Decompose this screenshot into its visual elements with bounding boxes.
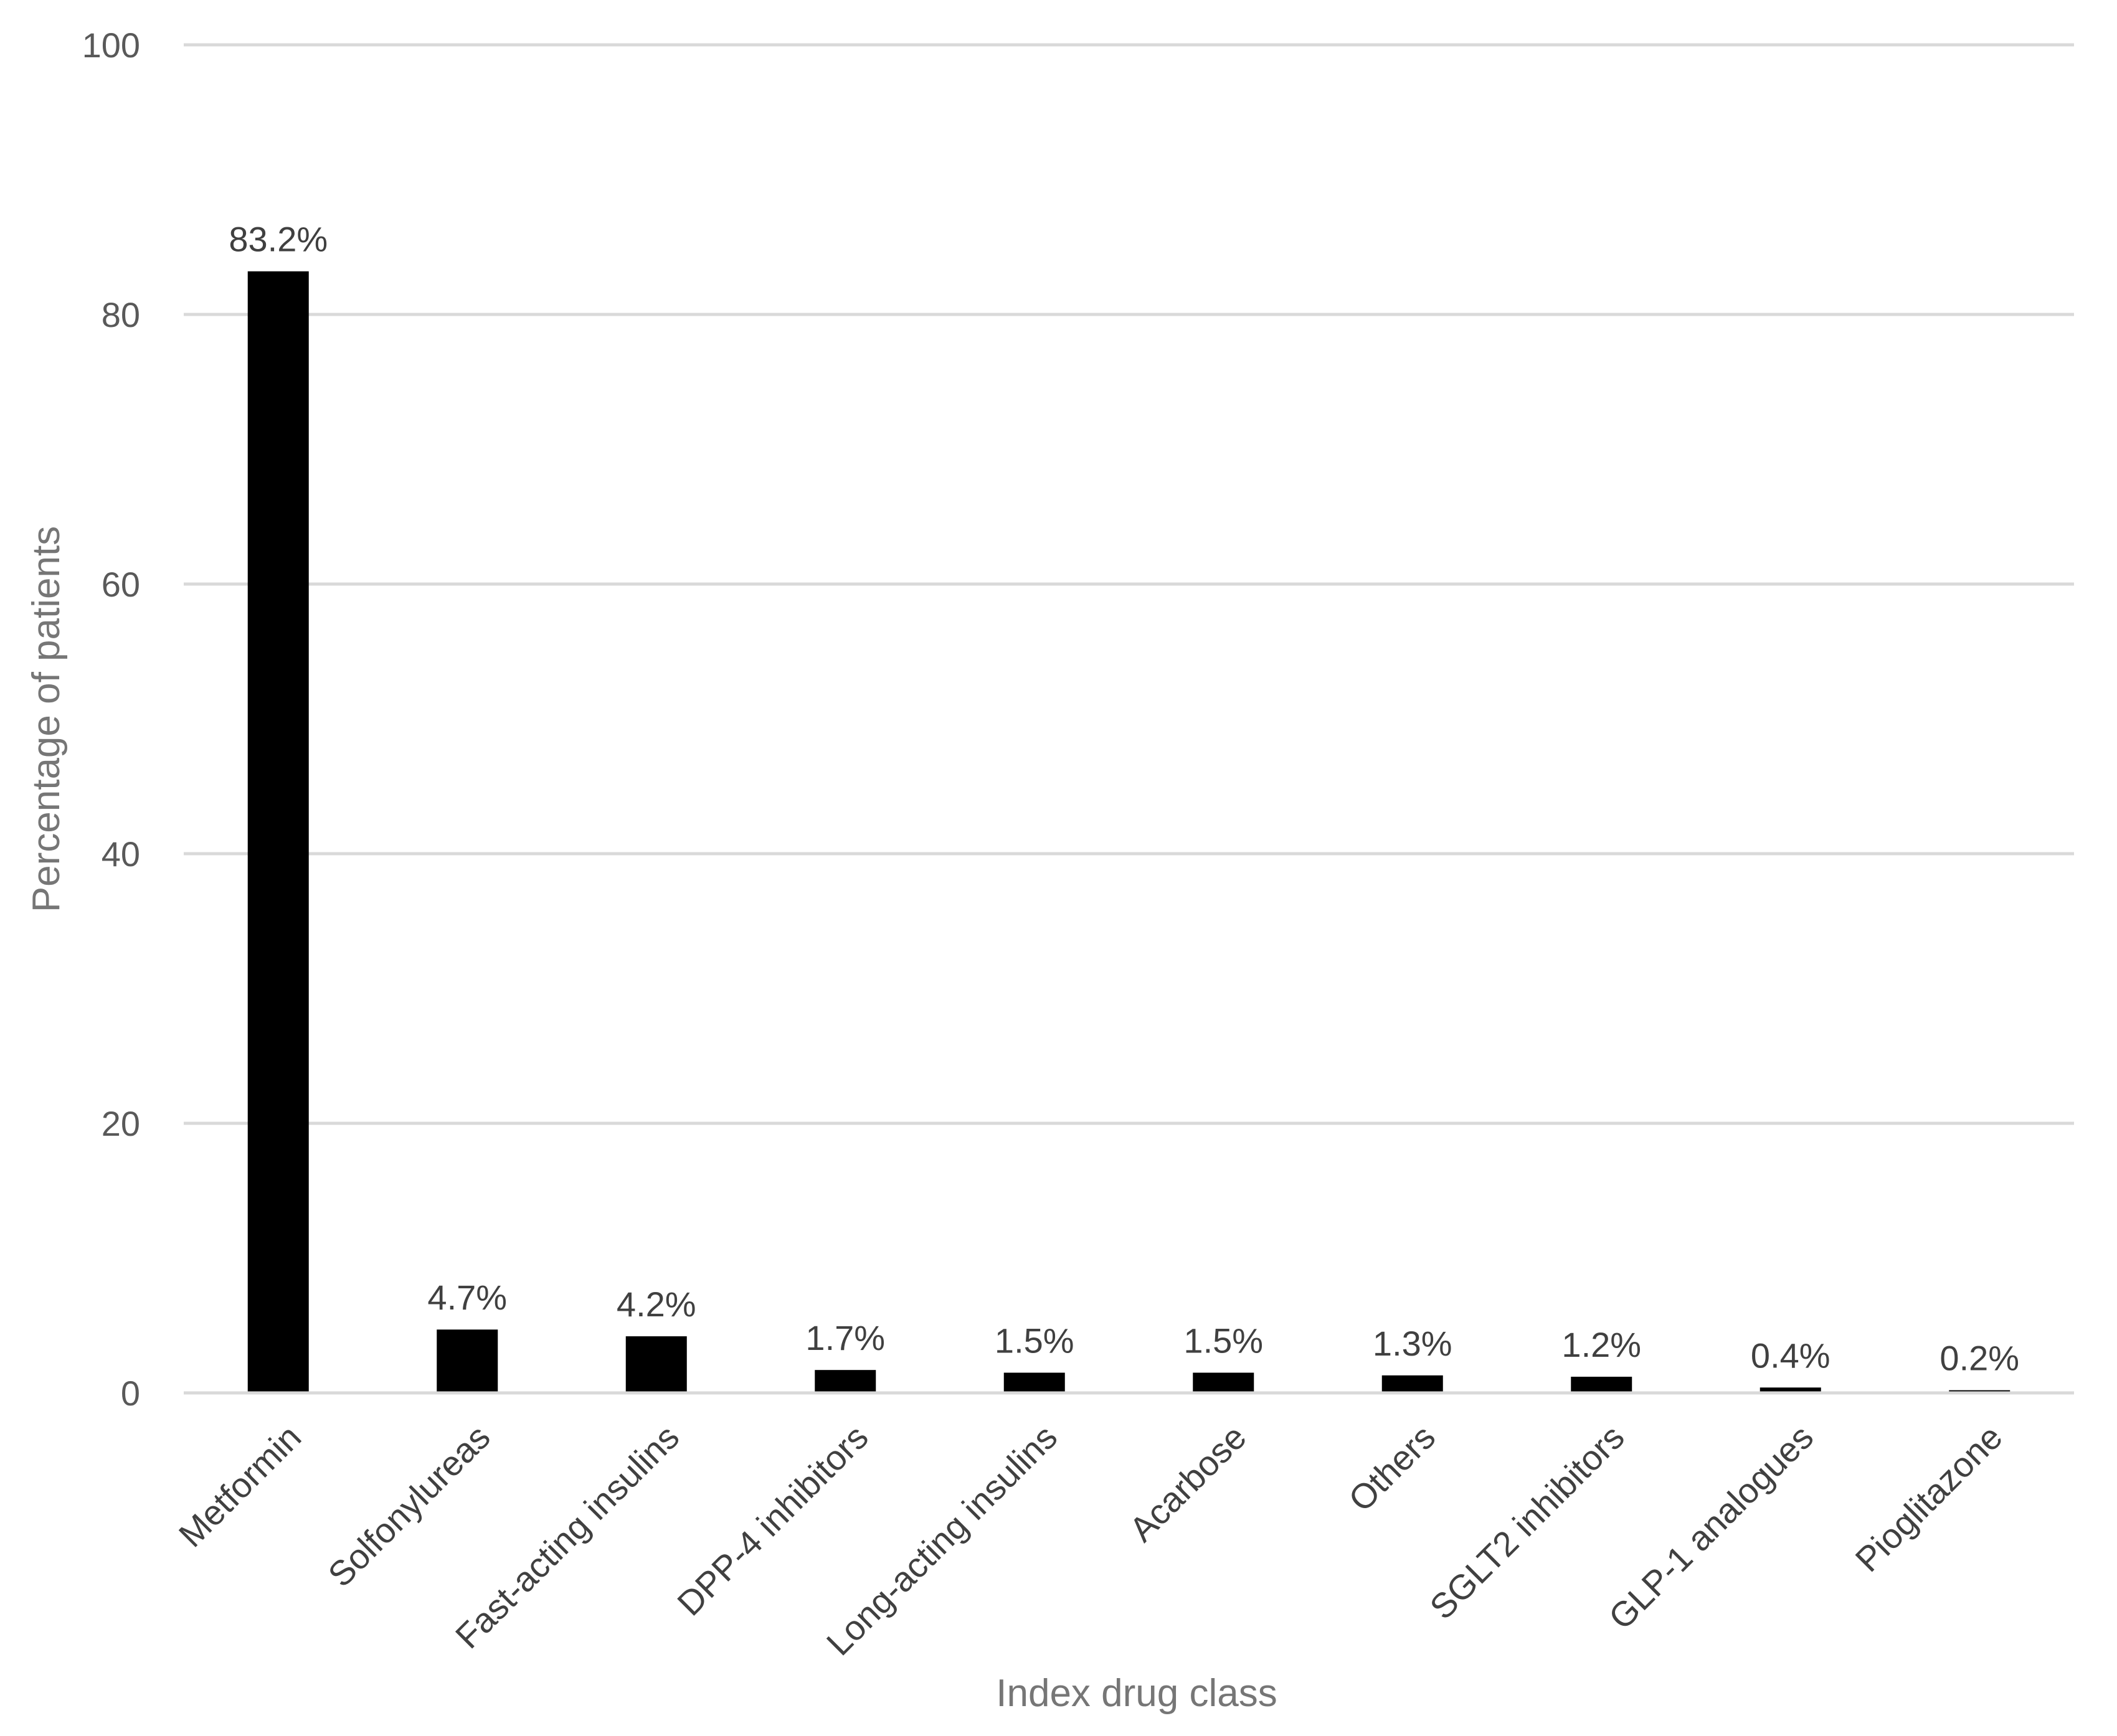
x-axis-title: Index drug class	[996, 1672, 1277, 1715]
data-label: 1.7%	[805, 1318, 885, 1357]
data-label: 4.2%	[617, 1285, 696, 1324]
bars	[247, 271, 2010, 1394]
bar	[1193, 1372, 1254, 1393]
data-label: 1.3%	[1373, 1324, 1452, 1363]
y-tick-label: 100	[82, 26, 140, 65]
data-label: 83.2%	[229, 220, 328, 259]
bar	[815, 1370, 876, 1393]
x-tick-label: Others	[1341, 1417, 1442, 1519]
bar	[1003, 1372, 1065, 1393]
x-tick-label: Metformin	[171, 1417, 309, 1555]
data-label: 4.7%	[427, 1278, 507, 1317]
y-axis-title: Percentage of patients	[25, 526, 68, 912]
y-axis-tick-labels: 0 20 40 60 80 100	[82, 26, 140, 1413]
bar	[437, 1329, 498, 1393]
x-tick-label: Acarbose	[1122, 1417, 1254, 1549]
bar	[247, 271, 309, 1394]
bar	[1759, 1387, 1821, 1393]
y-tick-label: 80	[102, 295, 140, 334]
data-label: 0.4%	[1751, 1336, 1830, 1375]
x-tick-label: GLP-1 analogues	[1601, 1417, 1821, 1637]
y-tick-label: 60	[102, 565, 140, 604]
x-tick-label: SGLT2 inhibitors	[1422, 1417, 1632, 1627]
x-tick-label: Pioglitazone	[1847, 1417, 2009, 1579]
bar	[1381, 1375, 1443, 1393]
data-label: 0.2%	[1939, 1339, 2019, 1378]
x-tick-label: DPP-4 inhibitors	[670, 1417, 876, 1623]
bar	[1571, 1377, 1632, 1393]
x-tick-label: Solfonylureas	[320, 1417, 497, 1594]
data-labels: 83.2% 4.7% 4.2% 1.7% 1.5% 1.5% 1.3% 1.2% 0.4% 0.2…	[229, 220, 2019, 1378]
bar	[625, 1336, 687, 1393]
data-label: 1.5%	[1183, 1321, 1263, 1361]
y-tick-label: 0	[121, 1374, 140, 1413]
data-label: 1.5%	[995, 1321, 1074, 1361]
y-tick-label: 40	[102, 834, 140, 874]
y-tick-label: 20	[102, 1104, 140, 1143]
data-label: 1.2%	[1561, 1325, 1641, 1364]
gridlines	[184, 43, 2074, 1125]
